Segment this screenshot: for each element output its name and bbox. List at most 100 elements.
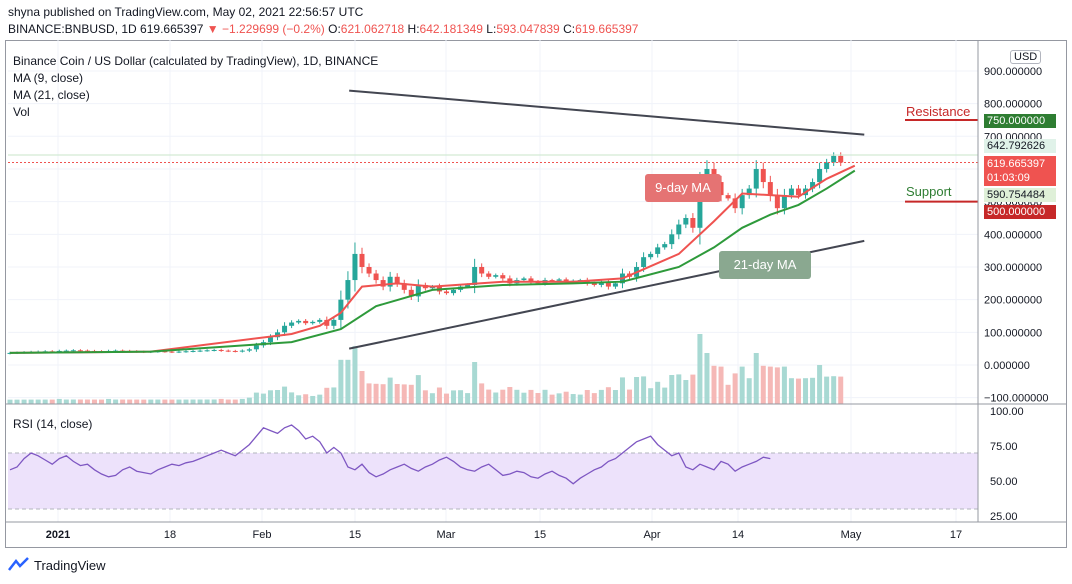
close-label: C: [563, 22, 576, 36]
candle-body [697, 188, 703, 228]
open-label: O: [328, 22, 341, 36]
currency-button[interactable]: USD [1010, 50, 1042, 64]
candle-body [415, 284, 421, 297]
volume-bar [591, 393, 597, 404]
time-axis-label: Feb [253, 529, 272, 541]
volume-bar [634, 377, 640, 404]
candle-body [591, 283, 597, 285]
rsi-axis-label: 75.00 [990, 441, 1018, 453]
candle-body [176, 351, 182, 353]
volume-bar [493, 392, 499, 404]
volume-bar [303, 394, 309, 404]
rsi-pane [8, 424, 978, 510]
candle-body [563, 279, 569, 282]
candle-body [739, 195, 745, 209]
volume-bar [824, 376, 830, 404]
legend-ma21[interactable]: MA (21, close) [13, 88, 90, 102]
volume-bar [183, 399, 189, 404]
rsi-axis-label: 100.00 [990, 406, 1024, 418]
volume-bar [767, 366, 773, 404]
candle-body [401, 283, 407, 290]
candle-body [655, 247, 661, 254]
time-axis-label: 2021 [46, 529, 70, 541]
volume-bar [289, 392, 295, 404]
volume-bar [324, 387, 330, 404]
candle-body [225, 350, 231, 352]
volume-bar [704, 353, 710, 404]
publish-line: shyna published on TradingView.com, May … [8, 5, 364, 19]
volume-bar [373, 383, 379, 404]
high-label: H: [407, 22, 420, 36]
volume-bar [521, 392, 527, 404]
volume-bar [155, 399, 161, 404]
time-axis-label: May [841, 529, 862, 541]
candle-body [746, 188, 752, 196]
volume-bar [676, 374, 682, 404]
candle-body [472, 266, 478, 285]
volume-bar [260, 393, 266, 404]
volume-bar [641, 376, 647, 404]
candle-body [493, 275, 499, 277]
candle-body [183, 351, 189, 353]
candle-body [331, 319, 337, 326]
candle-body [662, 244, 668, 248]
footer-brand-label: TradingView [34, 558, 106, 573]
high-value: 642.181349 [419, 22, 483, 36]
volume-bar [535, 393, 541, 404]
time-axis-label: 15 [349, 529, 361, 541]
volume-bar [486, 389, 492, 404]
channel-upper-line [349, 89, 865, 136]
rsi-axis-label: 25.00 [990, 511, 1018, 523]
volume-bar [429, 393, 435, 404]
footer-brand[interactable]: TradingView [8, 557, 106, 574]
legend-volume[interactable]: Vol [13, 105, 30, 119]
legend-ma9[interactable]: MA (9, close) [13, 71, 84, 85]
legend-rsi[interactable]: RSI (14, close) [13, 417, 93, 431]
volume-bar [197, 399, 203, 404]
grid-lines [8, 40, 978, 522]
candle-body [788, 188, 794, 196]
candle-body [451, 289, 457, 294]
support-label: Support [906, 184, 952, 199]
volume-bar [70, 399, 76, 404]
ma9-line [9, 164, 856, 354]
candle-body [753, 168, 759, 189]
symbol-label[interactable]: BINANCE:BNBUSD, 1D [8, 22, 137, 36]
ma9-callout: 9-day MA [645, 174, 721, 202]
level-lines [8, 118, 978, 203]
volume-bar [267, 390, 273, 404]
open-value: 621.062718 [340, 22, 405, 36]
volume-bar [422, 390, 428, 404]
resistance-price-tag: 750.000000 [984, 114, 1056, 128]
volume-bar [718, 366, 724, 404]
candle-body [718, 182, 724, 196]
candle-body [380, 280, 386, 287]
volume-bar [577, 394, 583, 404]
candle-body [831, 155, 837, 163]
candle-body [197, 350, 203, 352]
volume-bar [732, 373, 738, 404]
volume-bar [204, 399, 210, 404]
chart-title: Binance Coin / US Dollar (calculated by … [13, 54, 379, 68]
candle-body [253, 345, 259, 350]
volume-bar [465, 393, 471, 404]
volume-bar [563, 391, 569, 404]
volume-bar [528, 389, 534, 404]
high-price-tag: 642.792626 [984, 139, 1056, 153]
volume-bar [746, 378, 752, 404]
volume-bar [669, 375, 675, 404]
last-price: 619.665397 [140, 22, 204, 36]
volume-bar [169, 399, 175, 404]
volume-bar [507, 387, 513, 404]
time-axis-label: Apr [643, 529, 660, 541]
volume-bar [662, 387, 668, 404]
ma21-line [9, 169, 856, 354]
volume-bar [232, 399, 238, 404]
volume-bar [21, 399, 27, 404]
volume-bar [760, 365, 766, 404]
volume-bar [56, 398, 62, 404]
candle-body [394, 276, 400, 284]
candle-body [690, 217, 696, 228]
price-axis-label: 200.000000 [984, 295, 1042, 307]
